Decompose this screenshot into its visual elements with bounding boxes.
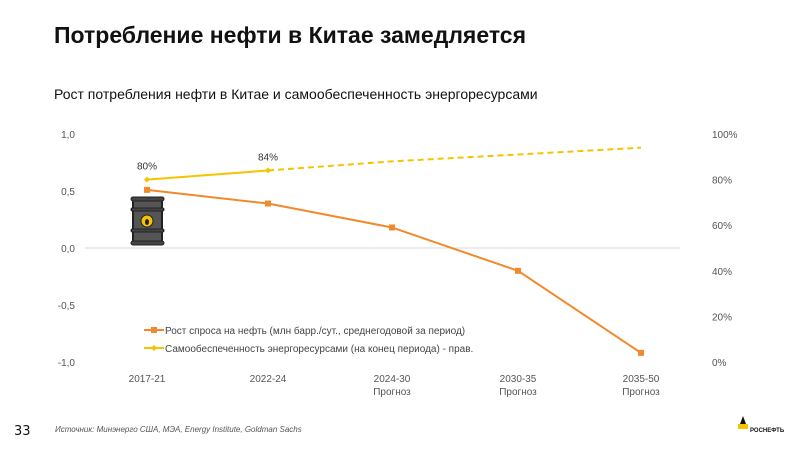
legend-label: Рост спроса на нефть (млн барр./сут., ср… [165, 325, 465, 337]
source-note: Источник: Минэнерго США, МЭА, Energy Ins… [55, 425, 302, 434]
demand-point [265, 200, 271, 207]
y-left-tick: -1,0 [58, 358, 76, 369]
legend-marker [151, 327, 157, 333]
y-right-tick: 100% [712, 130, 738, 141]
x-tick-label: 2024-30 [374, 374, 411, 385]
data-label: 80% [137, 162, 157, 173]
x-tick-sublabel: Прогноз [499, 387, 537, 398]
legend-label: Самообеспеченность энергоресурсами (на к… [165, 343, 473, 355]
series-selfsufficiency-forecast-line [267, 146, 642, 172]
x-tick-label: 2022-24 [250, 374, 287, 385]
demand-point [389, 224, 395, 231]
x-tick-label: 2030-35 [500, 374, 537, 385]
x-tick-label: 2035-50 [623, 374, 660, 385]
y-right-tick: 60% [712, 221, 732, 232]
x-tick-label: 2017-21 [129, 374, 166, 385]
rosneft-logo-icon [738, 416, 748, 429]
rosneft-logo: РОСНЕФТЬ [738, 416, 784, 434]
page-title: Потребление нефти в Китае замедляется [54, 22, 527, 48]
y-right-tick: 40% [712, 267, 732, 278]
demand-point [638, 349, 644, 356]
x-tick-sublabel: Прогноз [622, 387, 660, 398]
page-number: 33 [14, 424, 31, 439]
y-left-tick: 1,0 [61, 130, 75, 141]
legend-marker [151, 345, 157, 351]
y-right-tick: 0% [712, 358, 727, 369]
demand-point [515, 267, 521, 274]
y-left-tick: -0,5 [58, 301, 76, 312]
selfsufficiency-point [144, 176, 150, 183]
oil-barrel-icon [130, 196, 165, 246]
selfsufficiency-point [265, 167, 271, 174]
y-left-tick: 0,5 [61, 187, 75, 198]
series-selfsufficiency-line [146, 169, 269, 181]
x-tick-sublabel: Прогноз [373, 387, 411, 398]
y-left-tick: 0,0 [61, 244, 75, 255]
chart-subtitle: Рост потребления нефти в Китае и самообе… [54, 86, 538, 102]
y-right-tick: 80% [712, 176, 732, 187]
demand-point [144, 186, 150, 193]
y-right-tick: 20% [712, 312, 732, 323]
data-label: 84% [258, 152, 278, 163]
